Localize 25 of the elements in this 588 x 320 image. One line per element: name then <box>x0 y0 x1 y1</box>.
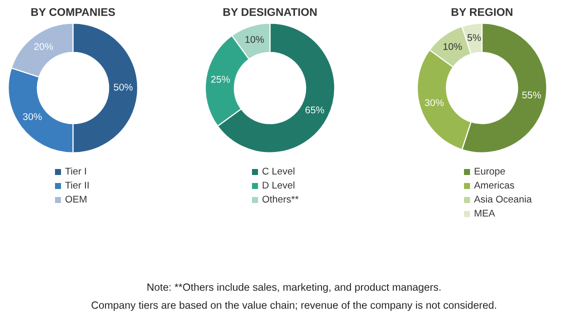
data-label: 65% <box>305 106 324 114</box>
legend-label: D Level <box>262 181 294 189</box>
data-label: 20% <box>34 43 53 50</box>
legend-label: Americas <box>474 181 514 189</box>
chart-title: BY COMPANIES <box>31 8 115 16</box>
legend-label: Tier I <box>65 167 86 175</box>
text: Company tiers are based on the value chain; revenue of the company is not considered. <box>92 301 496 311</box>
data-label: 25% <box>211 76 230 83</box>
legend-label: Asia Oceania <box>474 195 532 203</box>
data-label: 5% <box>468 34 481 42</box>
chart-title: BY DESIGNATION <box>223 8 317 16</box>
legend-label: Europe <box>474 168 505 177</box>
data-label: 30% <box>424 99 444 106</box>
data-label: 10% <box>444 43 462 50</box>
data-label: 10% <box>246 36 264 43</box>
data-label: 55% <box>522 92 541 98</box>
legend-label: MEA <box>474 210 496 217</box>
legend-label: OEM <box>65 196 86 203</box>
chart-title: BY REGION <box>452 8 512 16</box>
data-label: 30% <box>23 113 42 120</box>
legend-label: C Level <box>262 167 294 175</box>
legend-label: Others** <box>262 195 299 203</box>
data-label: 50% <box>114 84 133 91</box>
legend-label: Tier II <box>65 181 89 189</box>
text: Note: **Others include sales, marketing, and product managers. <box>148 283 440 293</box>
